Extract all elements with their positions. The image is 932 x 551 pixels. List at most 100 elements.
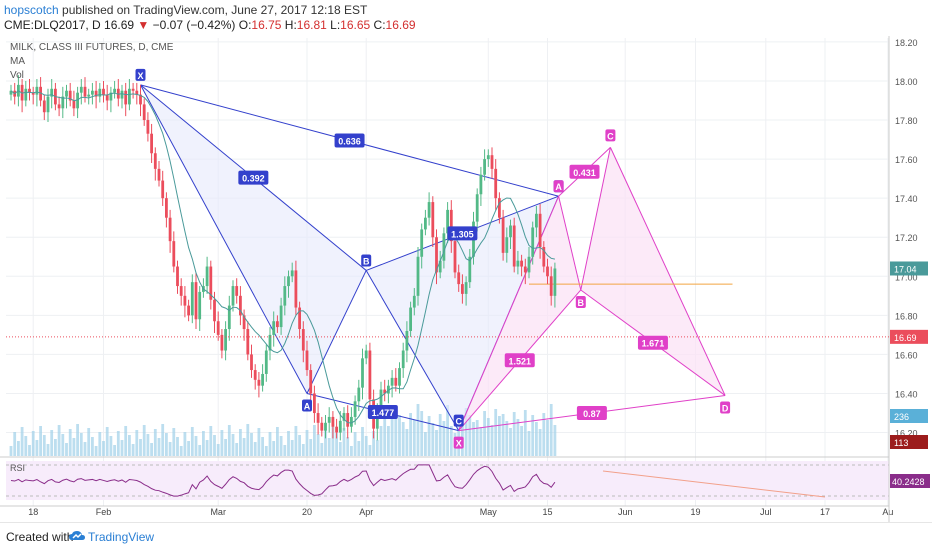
candle-body [435,237,438,273]
volume-bar [394,417,398,456]
volume-bar [516,419,520,456]
rsi-title: RSI [10,463,25,473]
candle-body [364,350,368,359]
candle-body [483,159,486,175]
volume-bar [531,415,535,456]
candle-body [490,155,494,169]
volume-bar [449,426,453,456]
volume-bar [250,433,253,456]
pattern-point-box [135,68,146,81]
volume-bar [13,432,17,456]
candle-body [276,321,279,328]
candle-body [412,295,416,308]
symbol-label: CME:DLQ2017, D [4,18,101,32]
pattern-point-box [453,436,464,449]
rsi-trendline [602,470,826,498]
ratio-box [637,335,668,350]
candle-body [498,198,501,218]
volume-bar [220,430,224,456]
volume-bar [420,411,424,456]
volume-bar [301,444,305,456]
volume-bar [42,435,46,456]
candle-body [512,225,516,267]
volume-bar [364,436,368,456]
volume-bar [468,415,472,456]
time-tick-label: Feb [96,507,112,517]
price-chart[interactable]: RSI 40.2428 18.20 18.00 17.80 17.60 17.40 17.2… [0,36,932,522]
candle-body [357,387,361,402]
candle-body [424,217,427,230]
price-tick-label: 17.40 [895,194,918,204]
ratio-box [569,164,600,179]
volume-bar [105,427,109,456]
ratio-label: 0.87 [583,409,601,419]
candle-body [61,96,65,109]
volume-bar [486,418,490,456]
candle-body [42,100,46,113]
price-tick-label: 17.60 [895,155,918,165]
volume-bar [124,426,128,456]
volume-bar [68,429,72,456]
volume-bar [457,417,461,456]
candle-body [87,94,91,97]
candle-body [153,153,157,169]
volume-bar [305,430,309,456]
volume-bar [65,443,68,456]
volume-bar [361,427,364,456]
candle-body [516,260,520,267]
pattern-point-box [453,414,464,427]
candle-body [9,90,13,95]
candle-body [246,329,250,355]
volume-bar [116,431,120,456]
time-tick-label: Apr [359,507,373,517]
pattern1-leg [306,270,367,394]
author-link[interactable]: hopscotch [4,3,59,17]
low-value: 16.65 [340,18,371,32]
candle-body [449,209,453,242]
close-value: 16.69 [385,18,416,32]
ratio-label: 0.431 [573,168,596,178]
candle-body [94,90,98,97]
pattern-point-label: A [304,401,311,411]
volume-bars [9,404,557,456]
volume-bar [39,426,42,456]
candle-body [168,217,172,242]
candle-body [390,377,394,386]
candle-body [453,241,457,273]
volume-bar [190,427,194,456]
candle-body [250,354,253,371]
candle-body [438,260,442,273]
volume-bar [368,445,372,456]
chart-axes: 18.20 18.00 17.80 17.60 17.40 17.20 17.00 16.80… [0,36,918,522]
volume-bar [187,441,190,456]
volume-bar [446,405,449,456]
ma-value-tag-box [890,261,928,276]
pattern-point-label: B [363,256,370,266]
ratio-box [334,133,365,148]
volume-bar [20,427,24,456]
pattern-point-label: A [555,182,562,192]
ratio-label: 0.636 [338,137,361,147]
price-value-tag-box [890,329,928,344]
volume-bar [142,425,146,456]
tradingview-link[interactable]: TradingView [88,530,155,544]
candle-body [283,286,287,306]
candle-body [131,88,135,91]
volume-bar [553,425,557,456]
candle-body [194,282,198,320]
volume-bar [209,426,213,456]
candle-body [457,272,461,285]
volume-bar [213,435,216,456]
candle-body [387,385,390,394]
candle-body [475,194,479,222]
pattern-point-box [605,129,616,142]
volume-bar [542,413,546,456]
volume-bar [31,431,35,456]
ratio-box [447,226,478,241]
volume-bar [176,437,179,456]
candle-body [150,133,153,154]
low-label: L: [330,18,341,32]
candle-body [57,104,61,109]
volume-bar [379,426,383,456]
time-tick-label: 19 [690,507,700,517]
